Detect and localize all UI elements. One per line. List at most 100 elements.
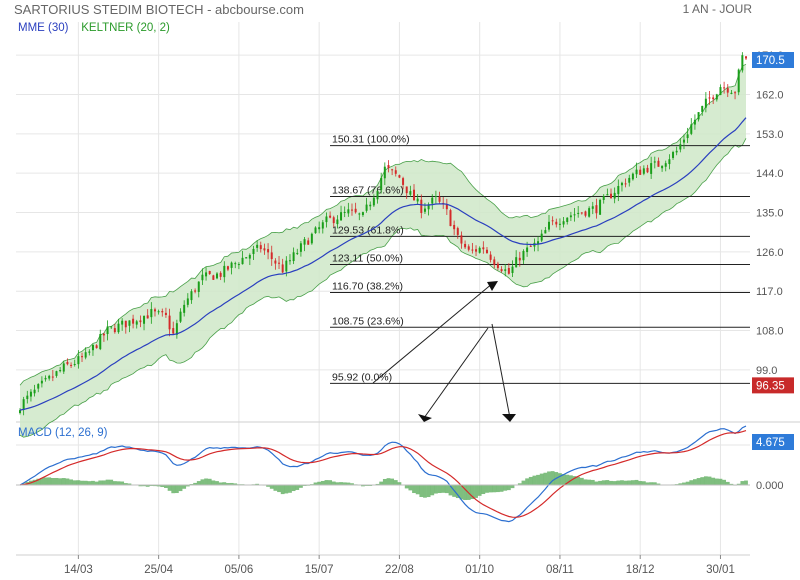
macd-histogram-bar xyxy=(291,485,296,492)
macd-histogram-bar xyxy=(415,485,420,495)
candle-body xyxy=(113,328,116,333)
candle-body xyxy=(664,163,667,167)
candle-body xyxy=(383,166,386,179)
macd-histogram-bar xyxy=(547,471,551,485)
macd-histogram-bar xyxy=(32,479,37,485)
candle-body xyxy=(478,247,481,253)
candle-body xyxy=(252,248,255,255)
candle-body xyxy=(248,254,251,259)
macd-histogram-bar xyxy=(517,483,522,485)
candle-body xyxy=(234,263,237,265)
macd-histogram-bar xyxy=(295,485,300,490)
candle-body xyxy=(686,134,689,139)
legend-keltner[interactable]: KELTNER (20, 2) xyxy=(81,22,170,34)
macd-histogram-bar xyxy=(215,481,219,485)
legend-mme[interactable]: MME (30) xyxy=(18,22,69,34)
candle-body xyxy=(201,274,204,281)
macd-histogram-bar xyxy=(226,483,230,485)
candle-body xyxy=(318,227,321,230)
candle-body xyxy=(398,175,401,178)
macd-histogram-bar xyxy=(218,482,223,485)
macd-histogram-bar xyxy=(481,485,486,495)
candle-body xyxy=(628,177,631,183)
macd-histogram-bar xyxy=(707,476,712,485)
fibonacci-label: 123.11 (50.0%) xyxy=(332,252,403,264)
candle-body xyxy=(588,208,591,217)
macd-histogram-bar xyxy=(601,480,606,485)
candle-body xyxy=(146,315,149,319)
fibonacci-label: 108.75 (23.6%) xyxy=(332,315,404,327)
candle-body xyxy=(719,87,722,96)
macd-histogram-bar xyxy=(616,480,621,485)
macd-histogram-bar xyxy=(412,485,416,494)
candle-body xyxy=(376,190,379,200)
macd-histogram-bar xyxy=(627,480,632,485)
macd-histogram-bar xyxy=(426,485,431,498)
candle-body xyxy=(745,56,747,59)
macd-histogram-bar xyxy=(463,485,467,501)
candle-body xyxy=(121,320,124,325)
candle-body xyxy=(537,241,540,245)
candle-body xyxy=(526,247,529,253)
macd-histogram-bar xyxy=(393,480,398,485)
candle-body xyxy=(682,139,685,143)
candle-body xyxy=(704,98,707,108)
candle-body xyxy=(613,192,616,199)
macd-histogram-bar xyxy=(94,481,99,485)
macd-histogram-bar xyxy=(222,482,227,485)
arrow-head xyxy=(418,414,432,422)
macd-histogram-bar xyxy=(328,480,333,485)
macd-histogram-bar xyxy=(174,485,179,494)
candle-body xyxy=(77,356,80,365)
candle-body xyxy=(343,211,346,213)
macd-histogram-bar xyxy=(714,478,719,485)
period-label[interactable]: 1 AN - JOUR xyxy=(682,2,752,16)
candle-body xyxy=(361,212,364,216)
macd-histogram-bar xyxy=(448,485,453,496)
macd-histogram-bar xyxy=(331,481,336,485)
candle-body xyxy=(91,344,94,351)
candle-body xyxy=(610,193,613,199)
candle-body xyxy=(340,212,343,221)
candle-body xyxy=(143,316,146,324)
candle-body xyxy=(321,222,324,229)
macd-histogram-bar xyxy=(50,478,55,485)
macd-histogram-bar xyxy=(39,477,44,485)
candle-body xyxy=(690,124,693,134)
macd-histogram-bar xyxy=(61,478,66,485)
candle-body xyxy=(230,262,233,268)
candle-body xyxy=(223,265,226,278)
macd-histogram-bar xyxy=(156,485,161,487)
macd-histogram-bar xyxy=(579,477,584,485)
candle-body xyxy=(325,216,328,223)
macd-histogram-bar xyxy=(444,485,449,494)
candle-body xyxy=(81,356,84,358)
macd-histogram-bar xyxy=(382,478,387,485)
candle-body xyxy=(132,318,135,324)
macd-histogram-bar xyxy=(171,485,176,494)
candle-body xyxy=(493,259,496,265)
macd-histogram-bar xyxy=(379,481,384,485)
candle-body xyxy=(496,263,499,269)
macd-histogram-bar xyxy=(433,485,438,494)
macd-histogram-bar xyxy=(609,480,613,485)
macd-histogram-bar xyxy=(390,478,395,485)
macd-histogram-bar xyxy=(583,479,588,485)
macd-histogram-bar xyxy=(590,479,595,485)
arrow-head xyxy=(502,414,516,422)
candle-body xyxy=(369,204,372,207)
macd-histogram-bar xyxy=(386,478,391,485)
y-tick-label: 108.0 xyxy=(756,326,784,338)
candle-body xyxy=(37,384,40,389)
macd-histogram-bar xyxy=(91,480,95,485)
macd-histogram-bar xyxy=(503,485,508,491)
candle-body xyxy=(438,196,441,202)
macd-histogram-bar xyxy=(127,483,132,485)
candle-body xyxy=(511,266,514,273)
legend-macd-label[interactable]: MACD (12, 26, 9) xyxy=(18,427,108,439)
candle-body xyxy=(737,69,740,93)
candle-body xyxy=(420,199,423,214)
candle-body xyxy=(303,239,306,245)
candle-body xyxy=(66,361,69,365)
macd-histogram-bar xyxy=(404,485,409,489)
